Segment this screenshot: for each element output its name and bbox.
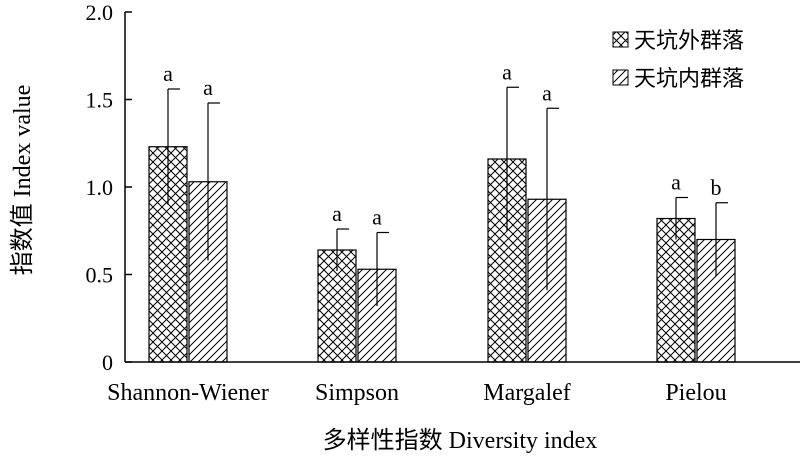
- significance-label: a: [163, 61, 173, 86]
- x-category-label: Pielou: [665, 380, 726, 406]
- y-axis-title: 指数值 Index value: [9, 85, 36, 276]
- x-axis-title: 多样性指数 Diversity index: [323, 427, 598, 454]
- significance-label: a: [203, 75, 213, 100]
- legend-label: 天坑内群落: [634, 66, 744, 91]
- significance-label: a: [332, 201, 342, 226]
- legend-swatch: [612, 31, 629, 48]
- x-category-label: Shannon-Wiener: [107, 380, 269, 406]
- legend-label: 天坑外群落: [634, 28, 744, 53]
- y-tick-label: 1.0: [86, 175, 114, 200]
- y-tick-label: 0.5: [86, 263, 114, 288]
- significance-label: a: [542, 80, 552, 105]
- bar: [357, 268, 397, 363]
- bar: [656, 217, 696, 363]
- x-category-label: Margalef: [483, 380, 571, 406]
- significance-label: a: [372, 205, 382, 230]
- y-tick-label: 0: [102, 350, 113, 375]
- x-category-label: Simpson: [315, 380, 399, 406]
- bars-layer: [148, 146, 736, 363]
- y-tick-label: 1.5: [86, 88, 114, 113]
- y-tick-label: 2.0: [86, 0, 114, 25]
- significance-labels-layer: a a a a a a a b: [163, 59, 721, 229]
- y-ticks: 0 0.5 1.0 1.5 2.0: [86, 0, 132, 375]
- significance-label: a: [671, 170, 681, 195]
- significance-label: a: [502, 59, 512, 84]
- x-category-labels: Shannon-Wiener Simpson Margalef Pielou: [107, 380, 727, 406]
- legend-swatch: [612, 69, 629, 86]
- error-bars-layer: [167, 86, 728, 306]
- significance-label: b: [711, 175, 722, 200]
